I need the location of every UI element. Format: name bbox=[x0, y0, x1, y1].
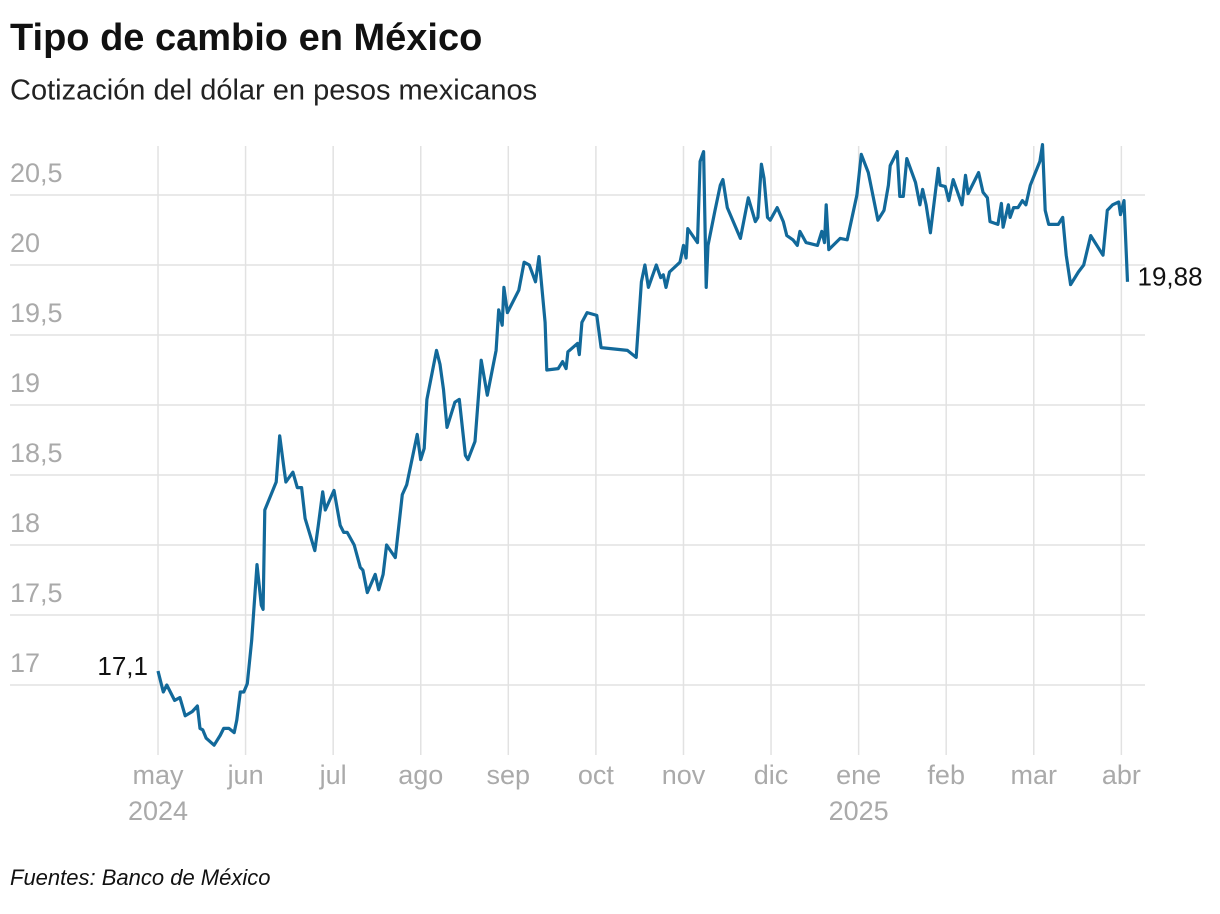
y-tick-label: 20 bbox=[10, 228, 40, 258]
x-tick-label: oct bbox=[578, 760, 615, 790]
data-line bbox=[156, 143, 1130, 747]
source: Fuentes: Banco de México bbox=[10, 865, 270, 890]
x-group-label: 2024 bbox=[128, 796, 188, 826]
x-group-label: 2025 bbox=[829, 796, 889, 826]
y-tick-label: 18 bbox=[10, 508, 40, 538]
start-label: 17,1 bbox=[97, 651, 148, 681]
x-tick-label: jul bbox=[319, 760, 347, 790]
y-tick-label: 17 bbox=[10, 648, 40, 678]
chart-subtitle: Cotización del dólar en pesos mexicanos bbox=[10, 75, 537, 107]
y-tick-label: 19 bbox=[10, 368, 40, 398]
x-tick-label: feb bbox=[927, 760, 965, 790]
x-tick-label: ago bbox=[398, 760, 443, 790]
x-tick-label: mar bbox=[1011, 760, 1058, 790]
x-tick-label: abr bbox=[1102, 760, 1141, 790]
y-tick-label: 18,5 bbox=[10, 438, 63, 468]
chart-title: Tipo de cambio en México bbox=[10, 17, 482, 59]
x-tick-label: ene bbox=[836, 760, 881, 790]
x-tick-label: may bbox=[132, 760, 184, 790]
x-tick-label: sep bbox=[487, 760, 531, 790]
y-tick-label: 20,5 bbox=[10, 158, 63, 188]
y-tick-label: 19,5 bbox=[10, 298, 63, 328]
x-tick-label: dic bbox=[754, 760, 789, 790]
x-tick-label: nov bbox=[662, 760, 706, 790]
y-tick-label: 17,5 bbox=[10, 578, 63, 608]
end-label: 19,88 bbox=[1137, 262, 1202, 292]
x-tick-label: jun bbox=[227, 760, 264, 790]
